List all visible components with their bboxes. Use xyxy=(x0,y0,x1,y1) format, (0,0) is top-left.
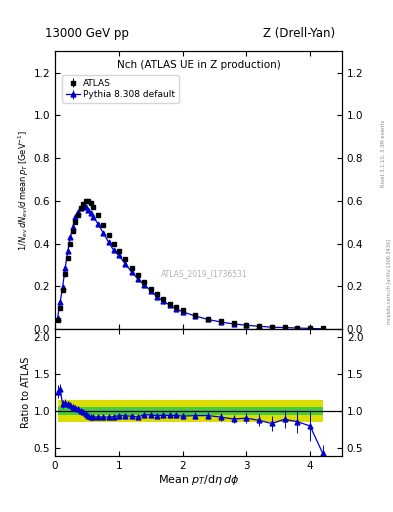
Legend: ATLAS, Pythia 8.308 default: ATLAS, Pythia 8.308 default xyxy=(62,75,179,103)
Text: Nch (ATLAS UE in Z production): Nch (ATLAS UE in Z production) xyxy=(117,59,280,70)
Text: 13000 GeV pp: 13000 GeV pp xyxy=(44,27,129,40)
Text: Z (Drell-Yan): Z (Drell-Yan) xyxy=(263,27,335,40)
Text: mcplots.cern.ch [arXiv:1306.3436]: mcplots.cern.ch [arXiv:1306.3436] xyxy=(387,239,391,324)
Text: ATLAS_2019_I1736531: ATLAS_2019_I1736531 xyxy=(161,269,248,278)
Y-axis label: $1/N_{ev}\,dN_{ev}/d\,\mathrm{mean}\,p_T\,[\mathrm{GeV}^{-1}]$: $1/N_{ev}\,dN_{ev}/d\,\mathrm{mean}\,p_T… xyxy=(17,130,31,251)
X-axis label: Mean $p_T$/d$\eta\,d\phi$: Mean $p_T$/d$\eta\,d\phi$ xyxy=(158,473,239,487)
Text: Rivet 3.1.10, 3.3M events: Rivet 3.1.10, 3.3M events xyxy=(381,120,386,187)
Y-axis label: Ratio to ATLAS: Ratio to ATLAS xyxy=(21,357,31,428)
